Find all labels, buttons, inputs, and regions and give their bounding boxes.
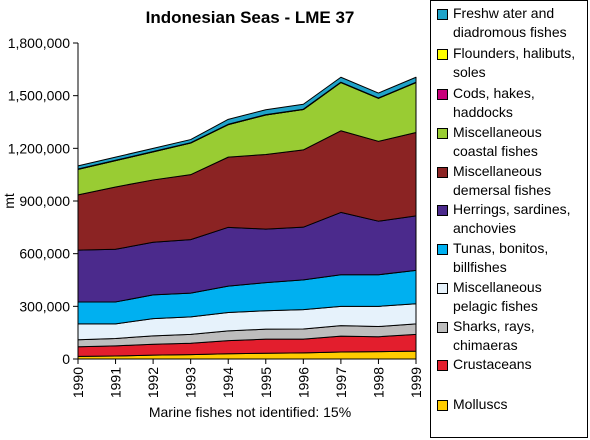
x-tick-label: 1998 <box>370 367 386 398</box>
legend-label: Miscellaneous demersal fishes <box>453 163 552 198</box>
legend-item: Flounders, halibuts, soles <box>437 44 587 82</box>
legend-item: Sharks, rays, chimaeras <box>437 317 587 355</box>
legend-item: Miscellaneous pelagic fishes <box>437 278 587 316</box>
chart-note: Marine fishes not identified: 15% <box>148 404 352 420</box>
legend-item: Freshw ater and diadromous fishes <box>437 4 587 42</box>
y-tick-label: 900,000 <box>19 193 70 209</box>
x-tick-label: 1990 <box>70 367 86 398</box>
legend-label: Herrings, sardines, anchovies <box>453 201 571 236</box>
y-tick-label: 1,200,000 <box>8 140 70 156</box>
legend-label: Miscellaneous coastal fishes <box>453 124 542 159</box>
x-tick-label: 1994 <box>220 367 236 398</box>
legend-swatch <box>437 322 448 333</box>
legend-item: Crustaceans <box>437 355 587 374</box>
x-tick-label: 1997 <box>333 367 349 398</box>
x-tick-label: 1995 <box>258 367 274 398</box>
area-series-10 <box>77 76 417 170</box>
legend-label: Freshw ater and diadromous fishes <box>453 5 567 40</box>
x-tick-label: 1993 <box>183 367 199 398</box>
chart-legend: Freshw ater and diadromous fishes Flounde… <box>430 0 588 438</box>
legend-label: Sharks, rays, chimaeras <box>453 318 535 353</box>
legend-item: Cods, hakes, haddocks <box>437 84 587 122</box>
legend-item: Tunas, bonitos, billfishes <box>437 239 587 277</box>
legend-label: Miscellaneous pelagic fishes <box>453 279 542 314</box>
legend-label: Cods, hakes, haddocks <box>453 85 535 120</box>
legend-label: Molluscs <box>453 396 508 412</box>
legend-label: Crustaceans <box>453 356 532 372</box>
y-tick-label: 1,800,000 <box>8 35 70 51</box>
y-tick-label: 300,000 <box>19 298 70 314</box>
legend-swatch <box>437 49 448 60</box>
legend-swatch <box>437 283 448 294</box>
y-tick-label: 600,000 <box>19 246 70 262</box>
legend-swatch <box>437 360 448 371</box>
legend-swatch <box>437 244 448 255</box>
legend-swatch <box>437 167 448 178</box>
y-tick-label: 1,500,000 <box>8 88 70 104</box>
x-tick-label: 1992 <box>145 367 161 398</box>
legend-swatch <box>437 400 448 411</box>
chart-title: Indonesian Seas - LME 37 <box>145 8 355 27</box>
x-tick-label: 1991 <box>108 367 124 398</box>
legend-label: Flounders, halibuts, soles <box>453 45 576 80</box>
x-tick-label: 1996 <box>295 367 311 398</box>
legend-label: Tunas, bonitos, billfishes <box>453 240 549 275</box>
legend-item: Molluscs <box>437 395 587 414</box>
x-tick-label: 1999 <box>408 367 424 398</box>
legend-item: Miscellaneous demersal fishes <box>437 162 587 200</box>
y-axis-label: mt <box>1 193 17 209</box>
legend-swatch <box>437 205 448 216</box>
legend-item: Miscellaneous coastal fishes <box>437 123 587 161</box>
legend-swatch <box>437 128 448 139</box>
chart-plot: 0 300,000 600,000 900,000 1,200,000 1,500,000… <box>1 35 424 398</box>
legend-item: Herrings, sardines, anchovies <box>437 200 587 238</box>
legend-swatch <box>437 9 448 20</box>
y-tick-label: 0 <box>62 351 70 367</box>
legend-swatch <box>437 89 448 100</box>
